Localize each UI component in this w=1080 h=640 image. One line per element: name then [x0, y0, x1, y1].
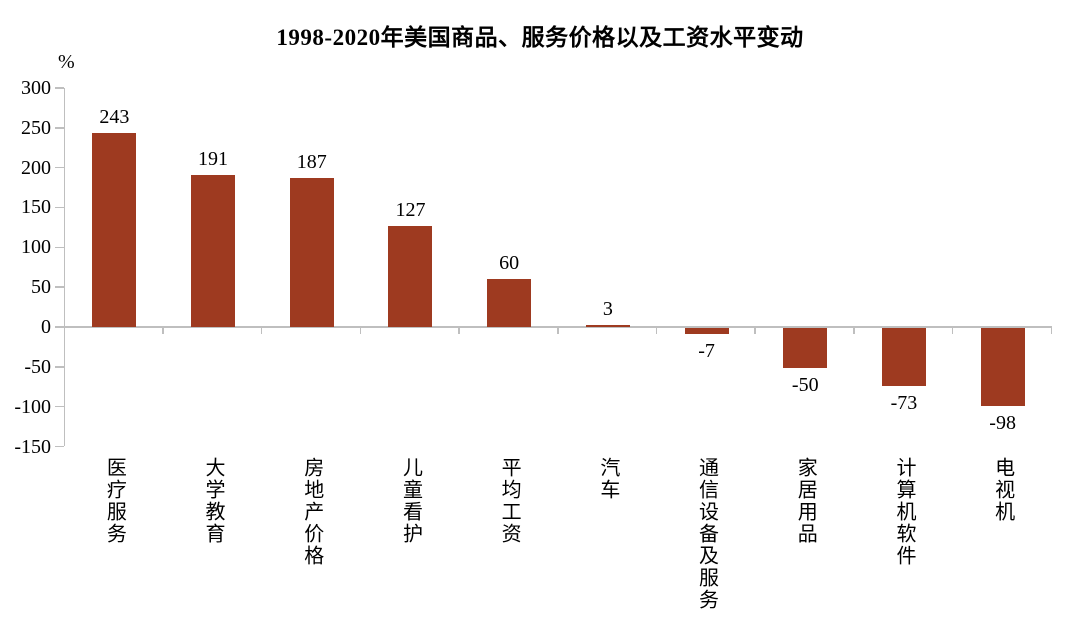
bar-房地产价格: [289, 178, 334, 327]
category-label: 通信设备及服务: [695, 457, 718, 611]
bar-医疗服务: [92, 133, 137, 327]
x-axis-tick: [655, 327, 658, 334]
y-axis-tick: [55, 127, 64, 129]
value-label: 127: [395, 198, 426, 221]
y-tick-label: 0: [41, 316, 51, 338]
value-label: 60: [499, 252, 520, 275]
x-axis-tick: [359, 327, 362, 334]
bar-平均工资: [487, 279, 532, 327]
x-axis-tick: [260, 327, 263, 334]
value-label: 3: [602, 297, 613, 320]
category-label: 电视机: [991, 457, 1014, 523]
y-axis-tick: [55, 206, 64, 209]
x-axis-tick: [754, 327, 756, 334]
y-tick-label: 100: [21, 236, 51, 259]
bar-家居用品: [783, 328, 828, 368]
category-label: 平均工资: [498, 457, 521, 545]
bar-计算机软件: [881, 328, 926, 387]
x-axis-tick: [1050, 327, 1052, 334]
y-axis-tick: [55, 87, 64, 89]
y-axis-tick: [55, 445, 64, 448]
bar-电视机: [980, 328, 1025, 407]
y-axis-tick: [55, 166, 64, 169]
x-axis-tick: [557, 327, 559, 334]
bar-通信设备及服务: [684, 328, 729, 334]
y-axis-tick: [55, 326, 64, 328]
value-label: -50: [791, 373, 819, 396]
x-axis-line: [65, 326, 1052, 328]
y-tick-label: 150: [21, 196, 51, 219]
category-label: 医疗服务: [103, 457, 126, 545]
y-axis-tick: [55, 246, 64, 249]
y-axis-tick: [55, 366, 64, 368]
y-axis-unit-label: %: [58, 51, 75, 73]
y-axis-line: [63, 87, 65, 447]
category-label: 房地产价格: [300, 457, 323, 567]
category-label: 汽车: [596, 457, 619, 501]
y-tick-label: -100: [14, 395, 51, 418]
x-axis-tick: [162, 327, 164, 334]
value-label: 243: [99, 106, 130, 129]
chart-title: 1998-2020年美国商品、服务价格以及工资水平变动: [276, 25, 804, 50]
x-axis-tick: [853, 327, 855, 334]
bar-汽车: [585, 324, 630, 327]
x-axis-tick: [458, 327, 460, 334]
y-axis-tick: [55, 405, 64, 408]
y-tick-label: -50: [24, 355, 51, 378]
category-label: 儿童看护: [399, 457, 422, 545]
value-label: -7: [698, 339, 715, 362]
value-label: -73: [890, 392, 918, 415]
value-label: 187: [296, 151, 327, 174]
bar-儿童看护: [388, 225, 433, 327]
y-tick-label: -150: [14, 435, 51, 458]
x-axis-tick: [951, 327, 954, 334]
bar-大学教育: [191, 174, 236, 327]
y-axis-tick: [55, 286, 64, 288]
y-tick-label: 200: [21, 156, 51, 179]
category-label: 大学教育: [202, 457, 225, 545]
category-label: 计算机软件: [892, 457, 915, 567]
category-label: 家居用品: [794, 457, 817, 545]
y-tick-label: 250: [21, 116, 51, 139]
y-tick-label: 50: [31, 276, 51, 299]
value-label: 191: [198, 147, 229, 170]
value-label: -98: [989, 412, 1016, 435]
y-tick-label: 300: [21, 76, 51, 99]
